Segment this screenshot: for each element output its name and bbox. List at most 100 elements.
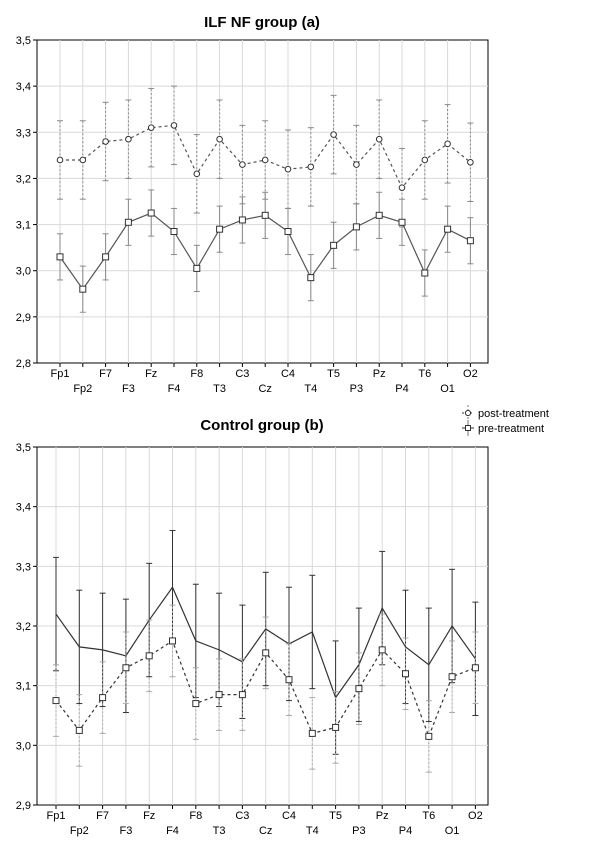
- data-point: [169, 637, 176, 645]
- data-point: [147, 209, 155, 217]
- x-tick-label: F8: [189, 810, 202, 822]
- data-point: [448, 673, 456, 681]
- data-point: [56, 253, 64, 261]
- x-tick-label: F3: [122, 383, 135, 395]
- x-tick-label: Fp1: [47, 810, 66, 822]
- y-tick-label: 3,4: [16, 81, 31, 93]
- data-point: [124, 218, 132, 226]
- data-point: [466, 237, 474, 245]
- x-tick-label: P3: [350, 383, 363, 395]
- x-tick-label: F3: [119, 825, 132, 837]
- x-tick-label: C3: [235, 810, 249, 822]
- data-point: [332, 723, 340, 731]
- chart-title-b: Control group (b): [200, 417, 323, 434]
- x-tick-label: T3: [213, 383, 226, 395]
- x-tick-label: Fp2: [70, 825, 89, 837]
- y-axis-b: 2,9 3,0 3,1 3,2 3,3 3,4 3,5: [16, 442, 37, 812]
- x-tick-label: F7: [96, 810, 109, 822]
- data-point: [239, 161, 246, 168]
- x-tick-label: F4: [166, 825, 179, 837]
- y-tick-label: 2,8: [16, 358, 31, 370]
- data-point: [284, 165, 292, 173]
- data-point: [216, 135, 223, 143]
- data-point: [170, 227, 178, 235]
- data-point: [99, 694, 107, 702]
- data-point: [56, 156, 64, 164]
- data-point: [375, 211, 383, 219]
- data-point: [216, 225, 224, 233]
- y-tick-label: 2,9: [16, 800, 31, 812]
- y-tick-label: 3,3: [16, 561, 31, 573]
- x-tick-label: P4: [399, 825, 412, 837]
- legend-post-label: post-treatment: [478, 408, 549, 420]
- data-point: [238, 216, 246, 224]
- x-tick-label: Fz: [143, 810, 155, 822]
- data-point: [284, 227, 292, 235]
- data-point: [192, 700, 200, 708]
- y-tick-label: 3,5: [16, 442, 31, 454]
- legend: post-treatment pre-treatment: [462, 405, 549, 436]
- x-tick-label: Fp1: [51, 368, 70, 380]
- y-tick-label: 3,3: [16, 127, 31, 139]
- x-tick-label: O1: [440, 383, 455, 395]
- data-point: [145, 652, 153, 660]
- data-point: [330, 131, 337, 138]
- x-tick-label: T4: [304, 383, 317, 395]
- x-tick-label: Pz: [373, 368, 386, 380]
- x-tick-label: P3: [352, 825, 365, 837]
- x-tick-label: C3: [235, 368, 249, 380]
- x-tick-label: T6: [418, 368, 431, 380]
- data-point: [125, 135, 132, 143]
- data-point: [308, 729, 316, 737]
- series-a: [56, 85, 474, 313]
- data-point: [307, 274, 315, 282]
- data-point: [330, 241, 338, 249]
- data-point: [215, 691, 223, 699]
- data-point: [421, 269, 429, 277]
- legend-pre-label: pre-treatment: [478, 423, 544, 435]
- data-point: [170, 122, 178, 129]
- x-tick-label: Pz: [376, 810, 389, 822]
- x-tick-label: T5: [329, 810, 342, 822]
- data-point: [79, 285, 87, 293]
- data-point: [355, 685, 363, 693]
- data-point: [402, 670, 409, 678]
- x-tick-label: O2: [463, 368, 478, 380]
- data-point: [75, 726, 83, 734]
- x-tick-label: F4: [168, 383, 181, 395]
- y-axis-a: 2,8 2,9 3,0 3,1 3,2 3,3 3,4 3,5: [16, 35, 37, 370]
- data-point: [285, 676, 293, 684]
- x-tick-label: P4: [395, 383, 408, 395]
- data-point: [238, 691, 246, 699]
- x-tick-label: Cz: [258, 383, 271, 395]
- data-point: [122, 664, 130, 672]
- x-tick-label: T5: [327, 368, 340, 380]
- x-tick-label: Fz: [145, 368, 157, 380]
- chart-panel-b: Control group (b) 2,93,03,13,23,33,43,5 …: [16, 417, 489, 837]
- data-point: [147, 124, 155, 131]
- y-tick-label: 3,1: [16, 220, 31, 232]
- y-tick-label: 3,0: [16, 740, 31, 752]
- y-tick-label: 2,9: [16, 312, 31, 324]
- data-point: [102, 138, 109, 145]
- y-tick-label: 3,0: [16, 266, 31, 278]
- legend-post-marker: [464, 409, 472, 417]
- x-tick-label: F7: [99, 368, 112, 380]
- y-tick-label: 3,5: [16, 35, 31, 47]
- legend-pre-treatment: pre-treatment: [462, 420, 544, 436]
- x-tick-label: O2: [468, 810, 483, 822]
- data-point: [307, 163, 315, 171]
- plot-frame-a: [36, 39, 489, 364]
- data-point: [353, 161, 360, 168]
- data-point: [52, 697, 60, 705]
- data-point: [79, 156, 87, 164]
- data-point: [398, 184, 406, 191]
- legend-pre-marker: [465, 425, 471, 431]
- grid-a: [37, 40, 488, 363]
- data-point: [421, 156, 429, 164]
- data-point: [262, 649, 270, 657]
- x-tick-label: T3: [213, 825, 226, 837]
- x-tick-label: T6: [422, 810, 435, 822]
